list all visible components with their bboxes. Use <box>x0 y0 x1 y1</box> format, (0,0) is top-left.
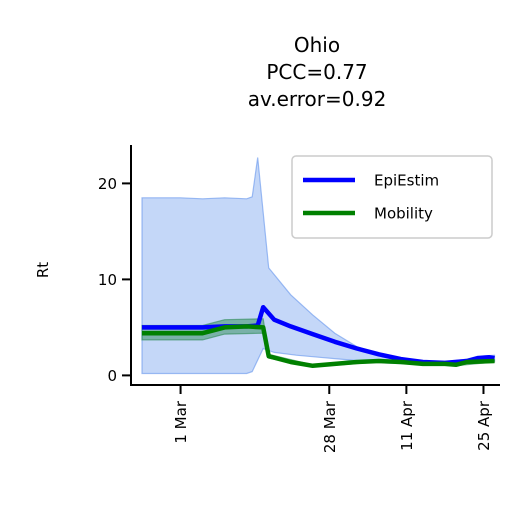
legend: EpiEstim Mobility <box>291 155 493 239</box>
x-tick-label-1: 1 Mar <box>172 400 190 443</box>
y-axis-label: Rt <box>34 262 52 278</box>
y-tick-label-20: 20 <box>98 175 117 193</box>
line-mobility <box>142 324 495 369</box>
chart-title: Ohio PCC=0.77 av.error=0.92 <box>248 33 387 111</box>
x-tick-label-2: 28 Mar <box>321 400 339 453</box>
legend-label-mobility: Mobility <box>374 205 433 223</box>
y-ticks: 0 10 20 <box>98 175 131 385</box>
title-line-2: PCC=0.77 <box>266 60 367 84</box>
legend-frame <box>291 155 493 239</box>
axes <box>130 145 500 386</box>
title-line-1: Ohio <box>294 33 340 57</box>
x-tick-label-4: 25 Apr <box>475 400 493 451</box>
x-ticks: 1 Mar 28 Mar 11 Apr 25 Apr <box>172 385 493 453</box>
title-line-3: av.error=0.92 <box>248 87 387 111</box>
x-tick-label-3: 11 Apr <box>398 400 416 451</box>
y-tick-label-0: 0 <box>107 367 117 385</box>
series-lines <box>142 304 495 369</box>
y-tick-label-10: 10 <box>98 271 117 289</box>
legend-label-epiestim: EpiEstim <box>374 172 439 190</box>
